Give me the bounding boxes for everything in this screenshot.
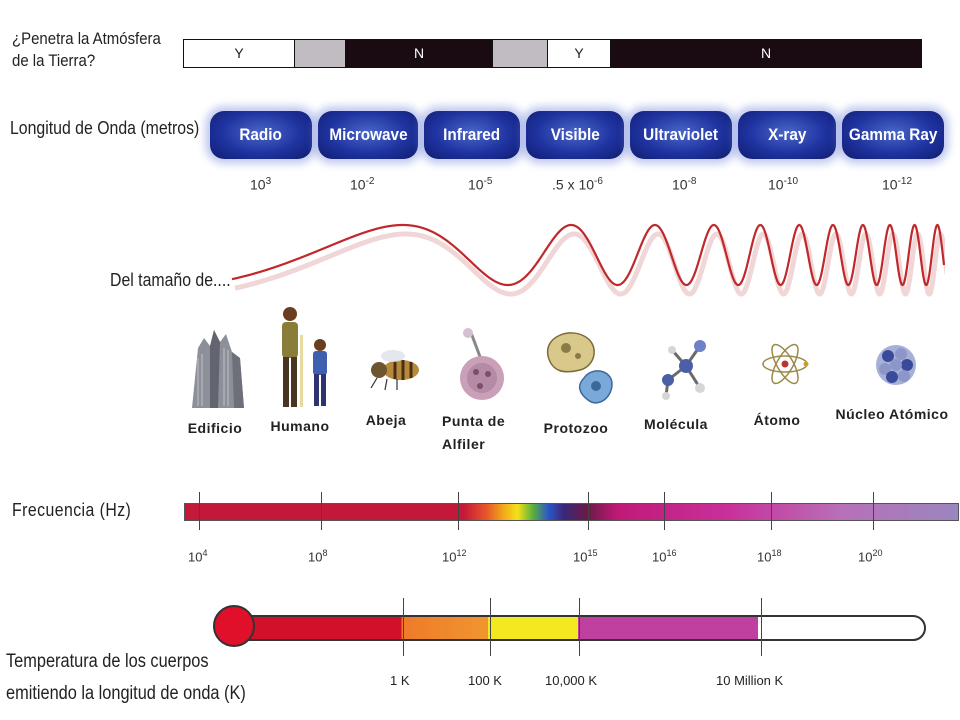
wavelength-title: Longitud de Onda (metros): [10, 118, 200, 138]
atmosphere-segment-no: N: [345, 39, 493, 68]
atmosphere-segment-partial: [492, 39, 548, 68]
atmosphere-segment-yes: Y: [183, 39, 295, 68]
frequency-tick-label: 1012: [442, 548, 467, 565]
atmosphere-segment-yes: Y: [547, 39, 611, 68]
temperature-title: Temperatura de los cuerpos emitiendo la …: [6, 651, 246, 704]
frequency-tick-label: 1020: [858, 548, 883, 565]
wavelength-value: 10-5: [468, 176, 493, 193]
frequency-tick: [664, 492, 665, 530]
band-visible: Visible: [526, 111, 624, 159]
thermometer-bulb: [213, 605, 255, 647]
temperature-tick-label: 100 K: [468, 673, 502, 688]
frequency-tick-label: 108: [308, 548, 328, 565]
nucleus-icon: [876, 345, 916, 385]
frequency-tick-label: 104: [188, 548, 208, 565]
frequency-tick: [458, 492, 459, 530]
building-icon: [192, 330, 244, 408]
frequency-bar: [184, 503, 959, 521]
temperature-tick: [579, 598, 580, 656]
band-infrared: Infrared: [424, 111, 520, 159]
frequency-tick: [199, 492, 200, 530]
thermometer-tube: [230, 615, 926, 641]
temperature-tick: [403, 598, 404, 656]
frequency-title: Frecuencia (Hz): [12, 500, 132, 520]
atom-icon: [762, 343, 809, 385]
object-label-pin: Punta de Alfiler: [442, 413, 506, 452]
frequency-tick: [321, 492, 322, 530]
atmosphere-question: ¿Penetra la Atmósfera de la Tierra?: [12, 29, 161, 70]
humans-icon: [282, 307, 327, 407]
object-label-molecule: Molécula: [644, 416, 708, 432]
band-microwave: Microwave: [318, 111, 418, 159]
pin-icon: [460, 328, 504, 400]
object-label-protozoa: Protozoo: [543, 420, 609, 436]
frequency-tick: [873, 492, 874, 530]
wave-graphic: [231, 223, 945, 297]
band-ultraviolet: Ultraviolet: [630, 111, 732, 159]
bee-icon: [370, 350, 419, 391]
wavelength-value: 10-12: [882, 176, 913, 193]
wave-line: [231, 223, 945, 287]
atmosphere-segment-partial: [294, 39, 346, 68]
temperature-tick: [761, 598, 762, 656]
wavelength-value: 10-10: [768, 176, 799, 193]
temperature-tick: [490, 598, 491, 656]
molecule-icon: [662, 340, 706, 400]
temperature-tick-label: 10,000 K: [545, 673, 598, 688]
object-label-bee: Abeja: [365, 412, 407, 428]
temperature-tick-label: 10 Million K: [716, 673, 784, 688]
wavelength-value: .5 x 10-6: [552, 176, 603, 193]
protozoa-icon: [547, 332, 613, 404]
frequency-tick-label: 1016: [652, 548, 677, 565]
frequency-tick-label: 1018: [757, 548, 782, 565]
wavelength-value: 103: [250, 176, 272, 193]
object-label-building: Edificio: [187, 420, 243, 436]
wavelength-value: 10-8: [672, 176, 697, 193]
temperature-tick-label: 1 K: [390, 673, 410, 688]
frequency-tick: [588, 492, 589, 530]
frequency-tick: [771, 492, 772, 530]
object-label-atom: Átomo: [753, 412, 801, 428]
band-xray: X-ray: [738, 111, 836, 159]
object-label-nucleus: Núcleo Atómico: [835, 406, 949, 422]
wavelength-value: 10-2: [350, 176, 375, 193]
wave-shadow: [234, 231, 945, 297]
size-title: Del tamaño de....: [110, 270, 231, 290]
band-radio: Radio: [210, 111, 312, 159]
band-gamma-ray: Gamma Ray: [842, 111, 944, 159]
object-label-human: Humano: [270, 418, 330, 434]
frequency-tick-label: 1015: [573, 548, 598, 565]
atmosphere-segment-no: N: [610, 39, 922, 68]
